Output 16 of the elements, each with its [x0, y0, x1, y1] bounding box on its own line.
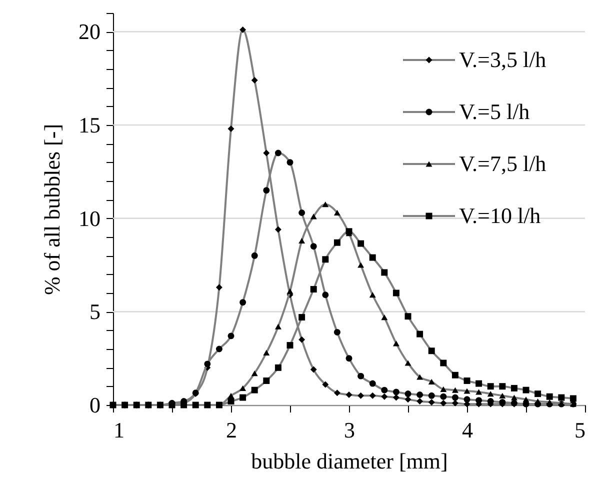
y-tick-label: 15	[78, 112, 100, 138]
legend-label: V.=5 l/h	[459, 99, 530, 124]
x-axis-title: bubble diameter [mm]	[251, 448, 448, 474]
legend-label: V.=10 l/h	[459, 203, 541, 228]
y-tick-label: 10	[78, 206, 100, 231]
x-tick-label: 5	[574, 418, 586, 442]
y-tick-label: 5	[90, 299, 100, 324]
legend-label: V.=3,5 l/h	[459, 47, 546, 72]
x-tick-label: 2	[226, 418, 237, 442]
y-tick-label: 0	[90, 392, 100, 418]
x-tick-label: 3	[344, 418, 355, 442]
y-axis-title: % of all bubbles [-]	[40, 124, 64, 296]
y-tick-label: 20	[78, 19, 100, 44]
x-tick-label: 1	[114, 418, 124, 442]
x-tick-label: 4	[462, 418, 473, 442]
legend-label: V.=7,5 l/h	[459, 151, 546, 176]
